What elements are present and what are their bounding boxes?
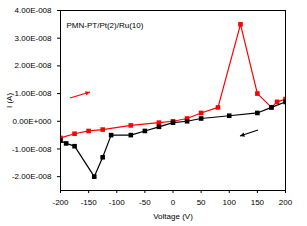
svg-text:0: 0 <box>171 198 176 207</box>
svg-text:-150: -150 <box>81 198 98 207</box>
svg-text:I (A): I (A) <box>5 93 14 108</box>
svg-text:PMN-PT/Pt(2)/Ru(10): PMN-PT/Pt(2)/Ru(10) <box>67 21 144 30</box>
svg-text:-100: -100 <box>109 198 126 207</box>
svg-text:2.00E-008: 2.00E-008 <box>15 61 52 70</box>
svg-text:3.00E-008: 3.00E-008 <box>15 34 52 43</box>
svg-text:150: 150 <box>251 198 265 207</box>
svg-text:1.00E-008: 1.00E-008 <box>15 89 52 98</box>
svg-text:-200: -200 <box>52 198 69 207</box>
svg-text:4.00E-008: 4.00E-008 <box>15 6 52 15</box>
svg-text:0.00E+000: 0.00E+000 <box>13 117 52 126</box>
svg-text:-2.00E-008: -2.00E-008 <box>12 172 52 181</box>
svg-text:100: 100 <box>223 198 237 207</box>
svg-text:-1.00E-008: -1.00E-008 <box>12 145 52 154</box>
svg-text:-50: -50 <box>139 198 151 207</box>
svg-text:200: 200 <box>279 198 293 207</box>
svg-text:Voltage (V): Voltage (V) <box>153 212 193 221</box>
svg-text:50: 50 <box>197 198 206 207</box>
